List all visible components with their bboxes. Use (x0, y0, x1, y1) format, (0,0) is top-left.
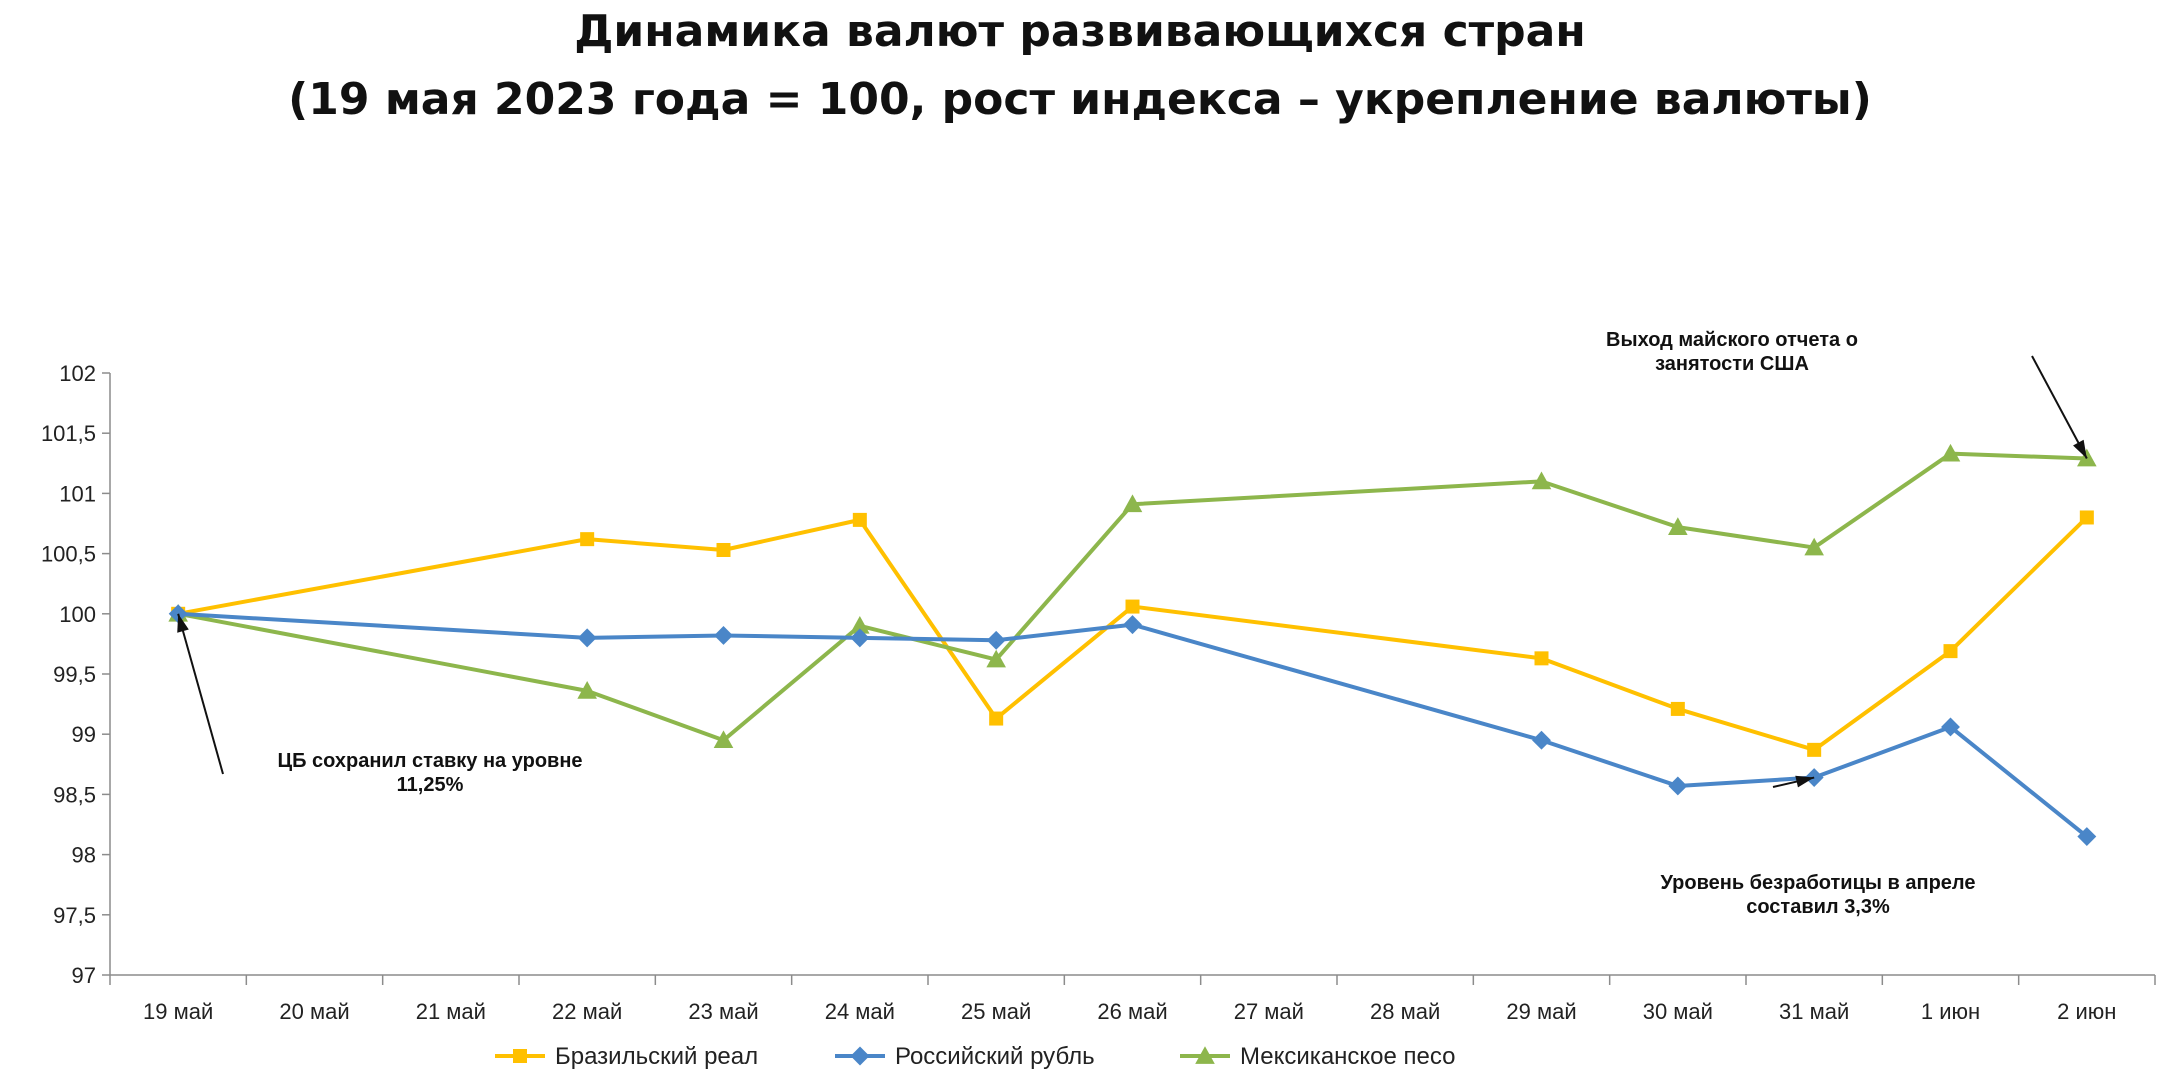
annotation-arrowhead (1795, 775, 1815, 788)
y-tick-label: 97 (72, 963, 96, 988)
x-tick-label: 30 май (1643, 999, 1713, 1024)
data-point (1532, 730, 1551, 750)
series-line (178, 611, 2089, 839)
series-layer (168, 443, 2097, 846)
y-tick-label: 102 (59, 361, 96, 386)
data-point (1943, 644, 1958, 659)
data-point (713, 730, 734, 749)
y-tick-label: 99 (72, 722, 96, 747)
annotation-text: составил 3,3% (1746, 896, 1890, 918)
series-3 (168, 443, 2097, 749)
x-tick-label: 1 июн (1921, 999, 1980, 1024)
chart-axes: 97 97,5 98 98,5 99 99,5 100 100,5 101 101,5 102 19 … (41, 361, 2156, 1024)
data-point (852, 512, 867, 527)
y-tick-label: 97,5 (53, 903, 96, 928)
data-point (168, 604, 188, 624)
data-point (1807, 742, 1822, 757)
data-point (1941, 717, 1960, 737)
x-tick-label: 27 май (1234, 999, 1304, 1024)
y-tick-label: 98,5 (53, 782, 96, 807)
annotation-arrowhead (177, 613, 189, 633)
data-point (1668, 517, 1688, 535)
y-tick-label: 100 (59, 602, 96, 627)
x-tick-label: 23 май (688, 999, 758, 1024)
legend-swatch-marker (850, 1046, 870, 1066)
legend-label: Бразильский реал (555, 1043, 758, 1070)
data-point (577, 628, 597, 648)
data-point (989, 711, 1004, 726)
annotation-arrow (2031, 355, 2088, 459)
x-tick-label: 21 май (416, 999, 486, 1024)
annotation-text: занятости США (1655, 353, 1809, 375)
data-point (1123, 615, 1142, 635)
data-point (1804, 537, 1824, 556)
annotation-text: Уровень безработицы в апреле (1660, 872, 1975, 894)
x-tick-label: 19 май (143, 999, 213, 1024)
data-point (1940, 443, 1961, 462)
data-point (1668, 776, 1688, 796)
data-point (1125, 599, 1140, 614)
legend-swatch-marker (1195, 1046, 1215, 1064)
legend-label: Российский рубль (895, 1043, 1095, 1070)
data-point (850, 628, 870, 648)
data-point (850, 616, 870, 634)
annotation-arrowhead (2073, 439, 2087, 459)
data-point (2079, 510, 2094, 525)
y-tick-label: 99,5 (53, 662, 96, 687)
data-point (577, 681, 597, 699)
chart-subtitle: (19 мая 2023 года = 100, рост индекса – … (288, 74, 1872, 125)
series-2 (168, 604, 2097, 846)
data-point (1531, 471, 1552, 490)
annotation-text: 11,25% (397, 774, 464, 796)
data-point (580, 532, 595, 547)
chart-title: Динамика валют развивающихся стран (574, 6, 1586, 57)
x-tick-label: 2 июн (2057, 999, 2116, 1024)
series-1 (171, 510, 2094, 757)
x-tick-label: 20 май (279, 999, 349, 1024)
data-point (2077, 827, 2097, 846)
legend-swatch-marker (513, 1049, 527, 1063)
x-tick-label: 24 май (825, 999, 895, 1024)
legend: Бразильский реал Российский рубль Мексикан… (495, 1043, 1456, 1070)
data-point (986, 630, 1006, 650)
annotation-text: Выход майского отчета о (1606, 329, 1858, 351)
x-tick-label: 28 май (1370, 999, 1440, 1024)
y-tick-label: 101,5 (41, 421, 96, 446)
data-point (1534, 651, 1549, 666)
data-point (714, 626, 733, 645)
data-point (1804, 768, 1824, 787)
x-tick-label: 25 май (961, 999, 1031, 1024)
y-tick-label: 100,5 (41, 542, 96, 567)
data-point (986, 649, 1006, 668)
annotation-text: ЦБ сохранил ставку на уровне (277, 750, 582, 772)
y-tick-label: 98 (72, 843, 96, 868)
data-point (1122, 494, 1143, 513)
legend-label: Мексиканское песо (1240, 1043, 1456, 1070)
y-tick-label: 101 (59, 481, 96, 506)
x-tick-label: 29 май (1506, 999, 1576, 1024)
x-tick-label: 26 май (1097, 999, 1167, 1024)
data-point (716, 542, 731, 557)
data-point (1670, 701, 1685, 716)
x-tick-label: 31 май (1779, 999, 1849, 1024)
x-tick-label: 22 май (552, 999, 622, 1024)
annotation-arrow (177, 613, 224, 775)
